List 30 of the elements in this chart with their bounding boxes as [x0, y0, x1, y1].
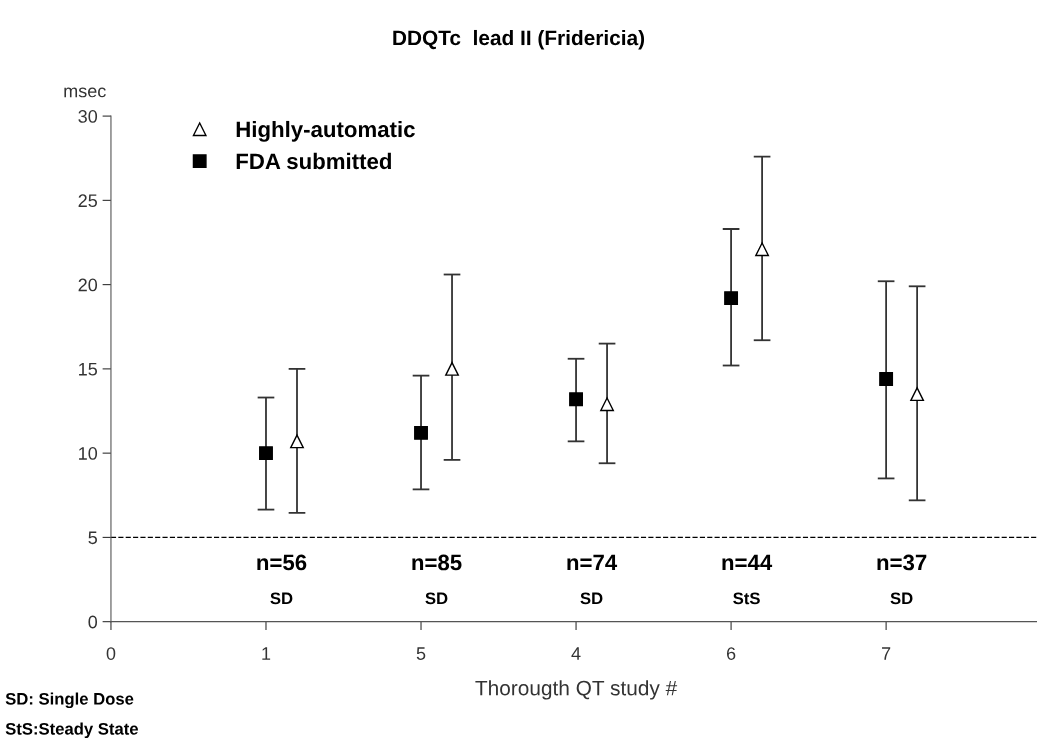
chart-title: DDQTc lead II (Fridericia) — [393, 29, 645, 50]
annotation: SD — [580, 592, 603, 605]
x-tick-label: 7 — [882, 647, 891, 660]
x-tick-label: 5 — [416, 647, 426, 660]
annotation: n=74 — [567, 554, 618, 571]
y-tick-label: 25 — [78, 194, 98, 208]
annotation: SD — [270, 592, 293, 605]
annotation: n=85 — [412, 554, 462, 571]
text: StS:Steady State — [5, 722, 138, 739]
legend-label: Highly-automatic — [236, 120, 415, 142]
x-axis-title: Thorougth QT study # — [475, 680, 678, 700]
text: SD: Single Dose — [5, 692, 134, 709]
legend-label: FDA submitted — [236, 152, 391, 170]
annotation: StS — [733, 592, 760, 605]
y-tick-label: 10 — [79, 447, 98, 460]
x-tick-label: 4 — [571, 647, 581, 660]
annotation: n=56 — [257, 554, 307, 571]
y-tick-label: 15 — [79, 363, 98, 376]
annotation: SD — [425, 592, 448, 605]
x-tick-label: 6 — [726, 647, 736, 660]
annotation: n=37 — [877, 554, 927, 571]
x-tick-label: 1 — [262, 647, 271, 660]
annotation: n=44 — [722, 554, 773, 571]
y-tick-label: 20 — [78, 278, 98, 292]
y-axis-title: msec — [64, 87, 106, 98]
x-tick-label: 0 — [106, 647, 116, 660]
annotation: SD — [890, 592, 913, 605]
y-tick-label: 0 — [88, 615, 98, 629]
y-tick-label: 5 — [88, 531, 98, 545]
y-tick-label: 30 — [78, 110, 98, 123]
